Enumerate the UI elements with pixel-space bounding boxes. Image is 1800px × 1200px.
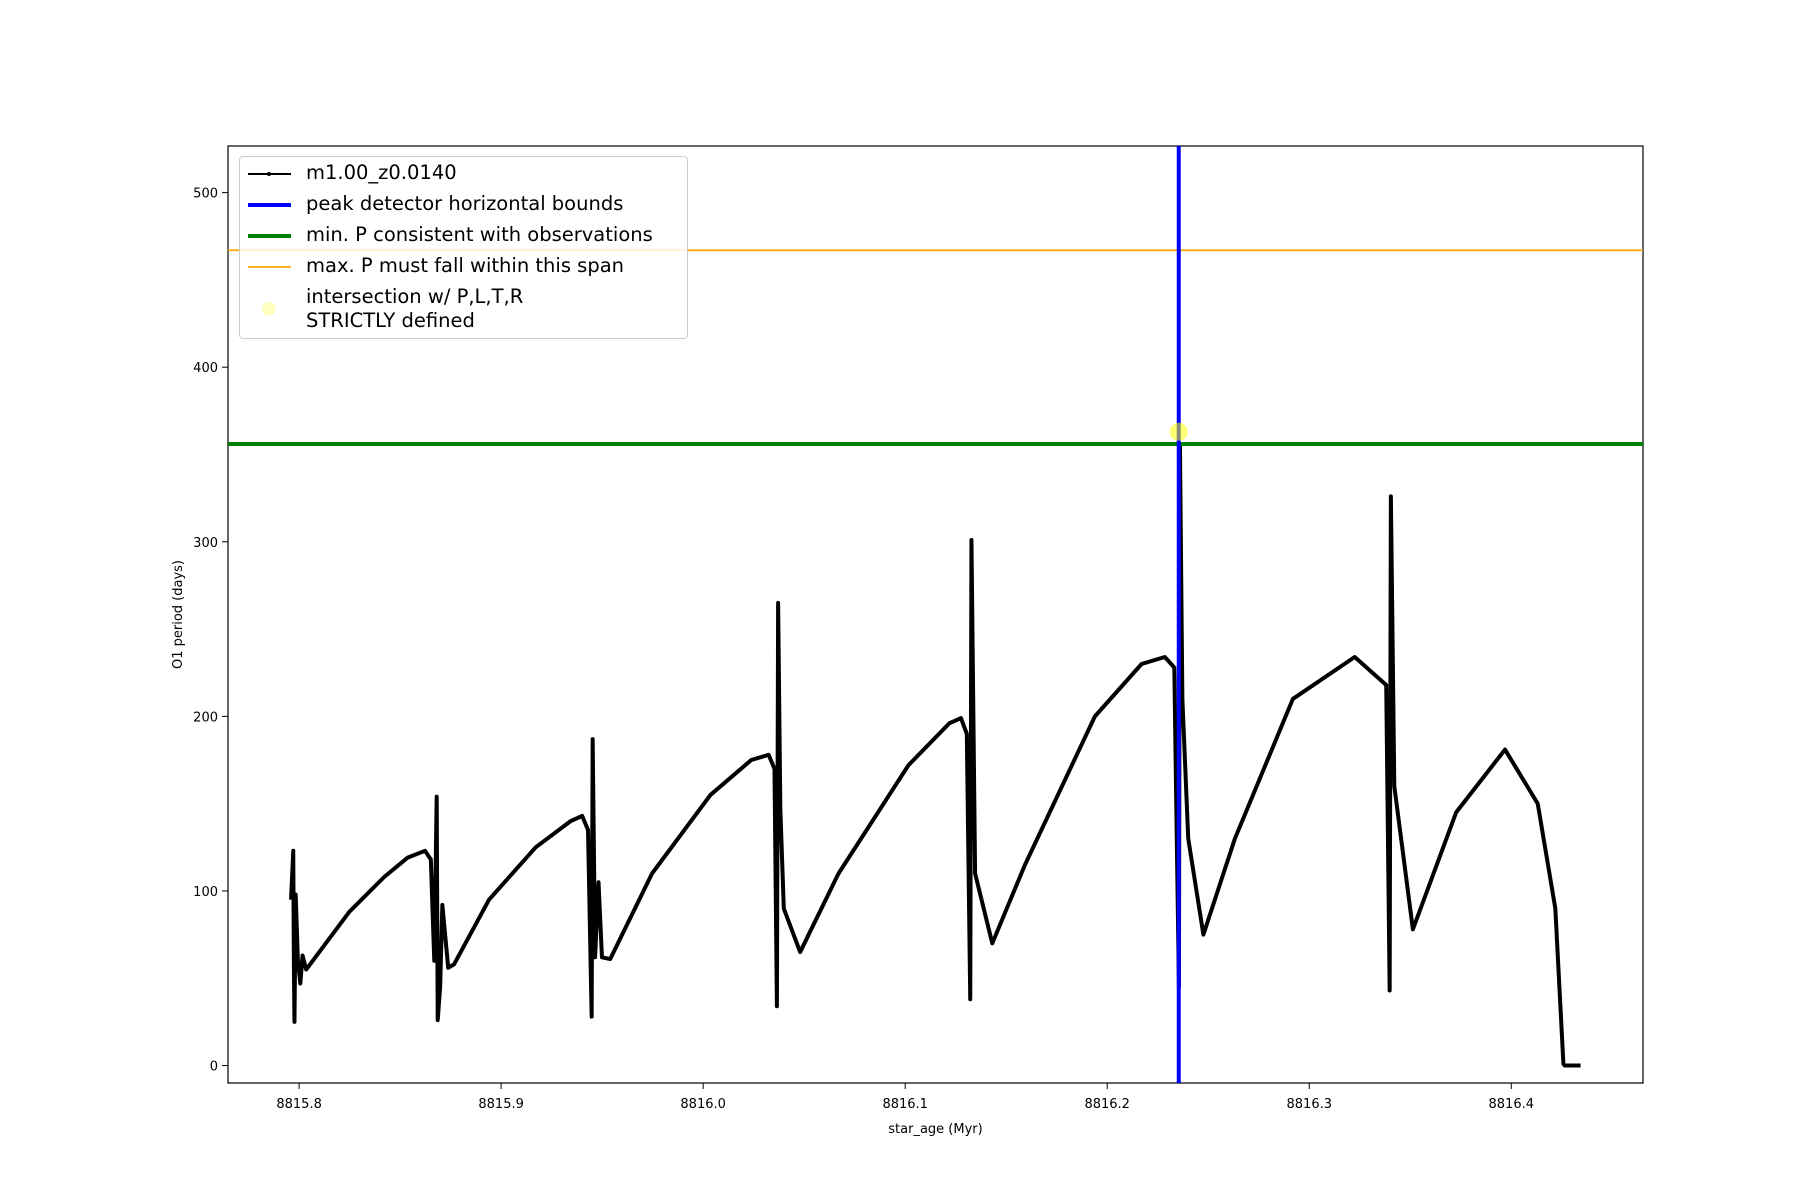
- x-tick-label: 8816.2: [1084, 1097, 1130, 1112]
- legend-label: intersection w/ P,L,T,R STRICTLY defined: [306, 285, 524, 332]
- x-tick-label: 8815.8: [276, 1097, 322, 1112]
- y-tick-label: 400: [193, 361, 218, 376]
- legend-label: max. P must fall within this span: [306, 254, 625, 277]
- x-tick-label: 8816.1: [882, 1097, 928, 1112]
- legend-swatch: [267, 172, 271, 176]
- x-tick-label: 8816.4: [1489, 1097, 1535, 1112]
- legend-swatch: [262, 302, 276, 316]
- data-line: [289, 443, 1581, 1068]
- x-tick-label: 8816.0: [680, 1097, 726, 1112]
- y-axis-label: O1 period (days): [171, 560, 186, 669]
- legend-label: peak detector horizontal bounds: [306, 192, 624, 215]
- y-tick-label: 100: [193, 885, 218, 900]
- legend-handle: [248, 234, 291, 238]
- y-tick-label: 300: [193, 536, 218, 551]
- y-tick-label: 0: [210, 1060, 218, 1075]
- legend-handle: [248, 203, 291, 207]
- x-tick-label: 8815.9: [478, 1097, 524, 1112]
- y-tick-label: 500: [193, 187, 218, 202]
- legend-handle: [248, 172, 291, 176]
- legend-handle: [248, 266, 291, 268]
- plot-area: [227, 145, 1644, 1084]
- x-axis-label: star_age (Myr): [888, 1122, 982, 1137]
- x-tick-label: 8816.3: [1287, 1097, 1333, 1112]
- legend-label: min. P consistent with observations: [306, 223, 653, 246]
- intersection-point: [1169, 422, 1188, 441]
- y-tick-label: 200: [193, 710, 218, 725]
- legend-label: m1.00_z0.0140: [306, 161, 457, 184]
- legend-handle: [262, 302, 276, 316]
